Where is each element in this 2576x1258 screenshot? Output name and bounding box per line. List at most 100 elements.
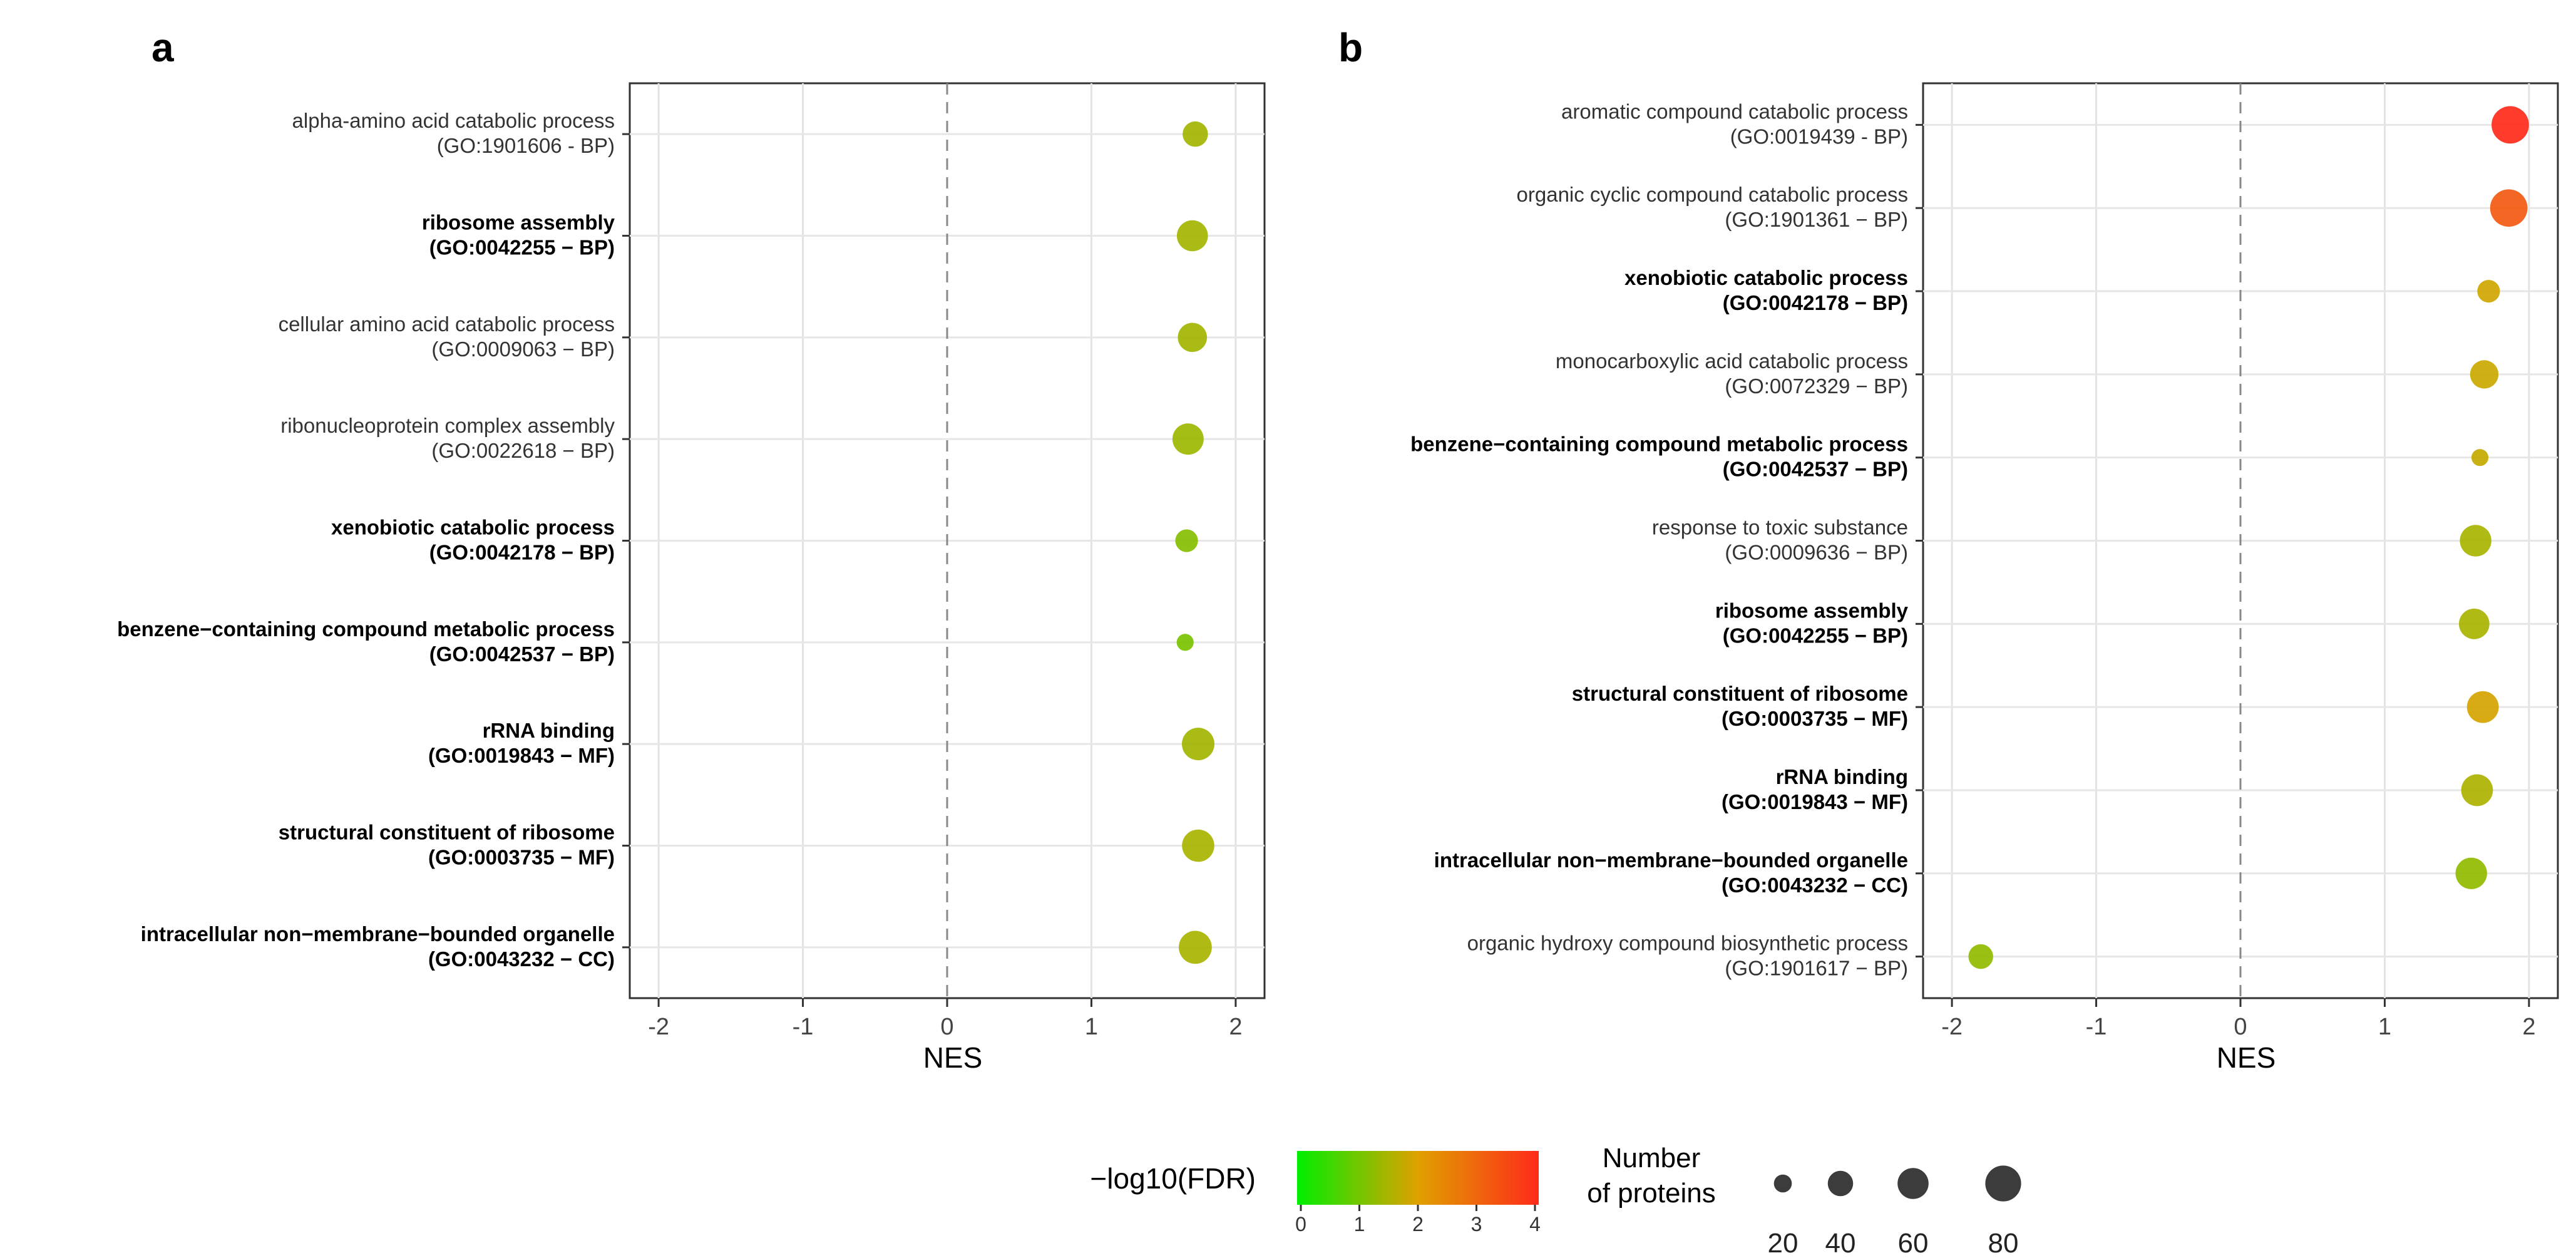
term-name-label: xenobiotic catabolic process bbox=[331, 516, 615, 539]
term-go-label: (GO:0003735 − MF) bbox=[428, 846, 615, 869]
term-name-label: intracellular non−membrane−bounded organ… bbox=[1434, 848, 1908, 872]
panel-b-term-labels: aromatic compound catabolic process(GO:0… bbox=[1410, 100, 1923, 980]
size-legend-circle bbox=[1827, 1170, 1854, 1197]
term-name-label: benzene−containing compound metabolic pr… bbox=[117, 617, 615, 641]
panel-a-plot: -2 -1 0 1 2 alpha-amino acid catabolic proce… bbox=[117, 82, 1266, 1074]
term-go-label: (GO:0019439 - BP) bbox=[1730, 125, 1908, 148]
color-legend-tick-label: 0 bbox=[1295, 1213, 1306, 1235]
panel-b-label: b bbox=[1338, 25, 1363, 70]
enrichment-point bbox=[1176, 634, 1194, 651]
term-name-label: aromatic compound catabolic process bbox=[1561, 100, 1908, 123]
enrichment-point bbox=[2477, 279, 2500, 303]
term-name-label: ribonucleoprotein complex assembly bbox=[280, 414, 615, 437]
term-name-label: ribosome assembly bbox=[1715, 599, 1909, 622]
size-legend-label: 40 bbox=[1825, 1228, 1856, 1258]
panel-a-xticks: -2 -1 0 1 2 bbox=[648, 998, 1242, 1040]
panel-a-points bbox=[1172, 121, 1214, 964]
size-legend-items: 20 40 60 80 bbox=[1768, 1165, 2021, 1258]
term-name-label: structural constituent of ribosome bbox=[279, 821, 615, 844]
color-legend-tick-label: 2 bbox=[1412, 1213, 1424, 1235]
enrichment-point bbox=[2466, 691, 2499, 723]
term-go-label: (GO:0009636 − BP) bbox=[1725, 541, 1908, 564]
enrichment-point bbox=[2458, 608, 2490, 639]
size-legend-title-line2: of proteins bbox=[1587, 1178, 1715, 1209]
color-legend-title: −log10(FDR) bbox=[1090, 1162, 1256, 1195]
panel-b-xticks: -2 -1 0 1 2 bbox=[1941, 998, 2535, 1040]
term-name-label: xenobiotic catabolic process bbox=[1624, 266, 1908, 289]
panel-b-plot: -2 -1 0 1 2 aromatic compound catabolic proc… bbox=[1410, 82, 2559, 1074]
term-go-label: (GO:1901361 − BP) bbox=[1725, 208, 1908, 231]
size-legend-circle bbox=[1773, 1174, 1792, 1193]
x-tick-label: 2 bbox=[1229, 1014, 1242, 1040]
size-legend-label: 80 bbox=[1988, 1228, 2019, 1258]
enrichment-point bbox=[1183, 121, 1208, 147]
enrichment-point bbox=[2491, 106, 2529, 144]
term-go-label: (GO:0003735 − MF) bbox=[1722, 707, 1908, 730]
term-name-label: monocarboxylic acid catabolic process bbox=[1556, 349, 1908, 373]
x-tick-label: -2 bbox=[1941, 1014, 1963, 1040]
enrichment-point bbox=[2460, 525, 2491, 557]
enrichment-point bbox=[1176, 220, 1208, 252]
enrichment-point bbox=[2471, 449, 2489, 467]
term-go-label: (GO:0042537 − BP) bbox=[1723, 458, 1908, 481]
term-go-label: (GO:0043232 − CC) bbox=[428, 947, 615, 971]
x-tick-label: 1 bbox=[2378, 1014, 2391, 1040]
enrichment-point bbox=[1182, 829, 1214, 862]
panel-a-label: a bbox=[151, 25, 174, 70]
size-legend-circle bbox=[1985, 1165, 2021, 1202]
x-tick-label: -1 bbox=[793, 1014, 814, 1040]
term-name-label: alpha-amino acid catabolic process bbox=[292, 109, 615, 132]
enrichment-point bbox=[1181, 728, 1214, 761]
enrichment-point bbox=[1172, 423, 1204, 455]
color-legend-tick-label: 1 bbox=[1354, 1213, 1365, 1235]
term-go-label: (GO:1901617 − BP) bbox=[1725, 957, 1908, 980]
term-name-label: ribosome assembly bbox=[422, 211, 615, 234]
x-tick-label: 1 bbox=[1085, 1014, 1098, 1040]
color-legend-tick-label: 4 bbox=[1529, 1213, 1541, 1235]
term-go-label: (GO:0022618 − BP) bbox=[431, 439, 615, 462]
x-tick-label: 0 bbox=[2234, 1014, 2247, 1040]
term-go-label: (GO:1901606 - BP) bbox=[437, 134, 615, 157]
size-legend-label: 60 bbox=[1898, 1228, 1929, 1258]
size-legend-title-line1: Number bbox=[1603, 1143, 1701, 1173]
term-go-label: (GO:0019843 − MF) bbox=[1722, 790, 1908, 813]
term-go-label: (GO:0042255 − BP) bbox=[1723, 624, 1908, 647]
enrichment-point bbox=[2461, 774, 2493, 807]
enrichment-point bbox=[1175, 529, 1198, 552]
enrichment-point bbox=[2455, 857, 2487, 889]
size-legend-label: 20 bbox=[1768, 1228, 1799, 1258]
term-go-label: (GO:0042537 − BP) bbox=[429, 642, 615, 666]
term-name-label: rRNA binding bbox=[483, 719, 615, 742]
enrichment-point bbox=[1178, 931, 1212, 964]
x-tick-label: 2 bbox=[2522, 1014, 2535, 1040]
term-go-label: (GO:0042178 − BP) bbox=[1723, 291, 1908, 314]
term-name-label: structural constituent of ribosome bbox=[1572, 682, 1908, 705]
size-legend-circle bbox=[1897, 1168, 1929, 1199]
term-name-label: intracellular non−membrane−bounded organ… bbox=[141, 922, 615, 946]
term-name-label: organic cyclic compound catabolic proces… bbox=[1517, 183, 1908, 206]
term-go-label: (GO:0009063 − BP) bbox=[431, 338, 615, 361]
term-name-label: rRNA binding bbox=[1776, 765, 1908, 788]
enrichment-point bbox=[2470, 360, 2499, 389]
x-tick-label: -2 bbox=[648, 1014, 669, 1040]
term-go-label: (GO:0043232 − CC) bbox=[1722, 874, 1908, 897]
panel-a-grid bbox=[630, 83, 1265, 998]
panel-b-xlabel: NES bbox=[2217, 1041, 2276, 1074]
panel-a-xlabel: NES bbox=[923, 1041, 983, 1074]
term-go-label: (GO:0019843 − MF) bbox=[428, 744, 615, 767]
term-go-label: (GO:0042178 − BP) bbox=[429, 541, 615, 564]
color-legend-tick-label: 3 bbox=[1471, 1213, 1482, 1235]
legend: −log10(FDR) 0 1 2 3 4 Number of proteins 20 4… bbox=[1090, 1143, 2021, 1258]
term-go-label: (GO:0072329 − BP) bbox=[1725, 374, 1908, 398]
panel-a-term-labels: alpha-amino acid catabolic process(GO:19… bbox=[117, 109, 630, 971]
enrichment-point bbox=[1178, 322, 1208, 353]
x-tick-label: 0 bbox=[940, 1014, 953, 1040]
color-legend-bar bbox=[1297, 1151, 1539, 1205]
term-name-label: organic hydroxy compound biosynthetic pr… bbox=[1467, 932, 1908, 955]
term-go-label: (GO:0042255 − BP) bbox=[429, 236, 615, 259]
enrichment-point bbox=[2490, 189, 2528, 227]
term-name-label: response to toxic substance bbox=[1652, 516, 1908, 539]
panel-b-grid bbox=[1923, 83, 2558, 998]
color-legend-ticks: 0 1 2 3 4 bbox=[1295, 1205, 1541, 1235]
